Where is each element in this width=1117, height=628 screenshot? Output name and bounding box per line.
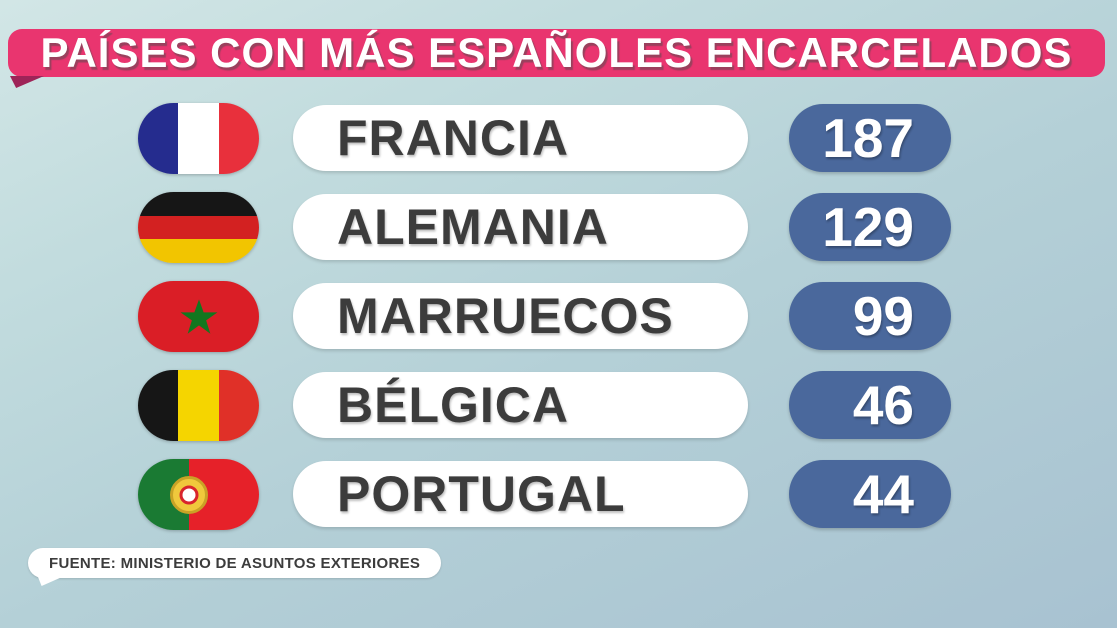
flag-stripe	[138, 103, 179, 174]
country-row: MARRUECOS 99	[0, 281, 1117, 352]
title-banner: PAÍSES CON MÁS ESPAÑOLES ENCARCELADOS	[8, 29, 1105, 88]
value-label: 99	[852, 285, 914, 347]
country-label: ALEMANIA	[337, 199, 609, 255]
flag-stripe	[218, 370, 259, 441]
flag-stripe	[178, 370, 219, 441]
morocco-flag-icon	[138, 281, 259, 352]
country-label: FRANCIA	[337, 110, 569, 166]
country-row: FRANCIA 187	[0, 103, 1117, 174]
country-name-pill: FRANCIA	[293, 105, 748, 171]
flag-stripe	[218, 103, 259, 174]
flag-stripe	[138, 239, 259, 263]
country-name-pill: BÉLGICA	[293, 372, 748, 438]
value-badge: 99	[789, 282, 951, 350]
france-flag-icon	[138, 103, 259, 174]
value-label: 44	[852, 463, 914, 525]
pentagram-star-icon	[180, 298, 217, 334]
flag-stripe	[138, 192, 259, 216]
flag-stripe	[178, 103, 219, 174]
country-row: ALEMANIA 129	[0, 192, 1117, 263]
country-row: PORTUGAL 44	[0, 459, 1117, 530]
banner-ribbon-tail-icon	[10, 76, 44, 88]
source-label: FUENTE: MINISTERIO DE ASUNTOS EXTERIORES	[49, 554, 421, 572]
armillary-sphere-icon	[169, 475, 208, 514]
value-badge: 187	[789, 104, 951, 172]
portugal-flag-icon	[138, 459, 259, 530]
country-list: FRANCIA 187 ALEMANIA 129 MARRUECOS 99 BÉ…	[0, 103, 1117, 530]
country-name-pill: MARRUECOS	[293, 283, 748, 349]
country-name-pill: PORTUGAL	[293, 461, 748, 527]
flag-stripe	[138, 215, 259, 240]
value-label: 187	[822, 107, 914, 169]
shield-icon	[179, 485, 199, 504]
belgium-flag-icon	[138, 370, 259, 441]
source-badge: FUENTE: MINISTERIO DE ASUNTOS EXTERIORES	[28, 548, 442, 586]
value-label: 129	[822, 196, 914, 258]
value-badge: 44	[789, 460, 951, 528]
page-title: PAÍSES CON MÁS ESPAÑOLES ENCARCELADOS	[40, 29, 1073, 76]
country-name-pill: ALEMANIA	[293, 194, 748, 260]
value-badge: 129	[789, 193, 951, 261]
germany-flag-icon	[138, 192, 259, 263]
country-row: BÉLGICA 46	[0, 370, 1117, 441]
value-badge: 46	[789, 371, 951, 439]
value-label: 46	[852, 374, 914, 436]
source-bubble-tail-icon	[38, 577, 62, 586]
country-label: BÉLGICA	[337, 377, 569, 433]
flag-stripe	[138, 370, 179, 441]
country-label: MARRUECOS	[337, 288, 674, 344]
country-label: PORTUGAL	[337, 466, 626, 522]
